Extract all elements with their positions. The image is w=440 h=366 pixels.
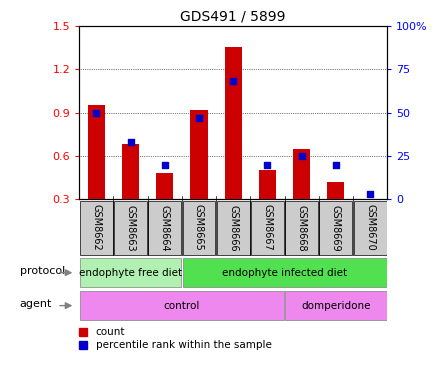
Point [195, 115, 202, 121]
Point [93, 110, 100, 116]
Text: GSM8669: GSM8669 [331, 205, 341, 251]
Text: GSM8665: GSM8665 [194, 205, 204, 251]
Text: GSM8663: GSM8663 [125, 205, 136, 251]
FancyBboxPatch shape [354, 201, 386, 255]
Bar [327, 182, 345, 199]
FancyBboxPatch shape [251, 201, 284, 255]
FancyBboxPatch shape [80, 291, 284, 321]
Text: protocol: protocol [20, 266, 65, 276]
Legend: count, percentile rank within the sample: count, percentile rank within the sample [79, 327, 271, 350]
Title: GDS491 / 5899: GDS491 / 5899 [180, 9, 286, 23]
Point [332, 162, 339, 168]
FancyBboxPatch shape [183, 201, 216, 255]
FancyBboxPatch shape [80, 201, 113, 255]
Text: endophyte free diet: endophyte free diet [79, 268, 182, 278]
Point [264, 162, 271, 168]
Text: GSM8664: GSM8664 [160, 205, 170, 251]
FancyBboxPatch shape [285, 291, 386, 321]
Text: domperidone: domperidone [301, 300, 370, 311]
Bar [88, 105, 105, 199]
Bar [156, 173, 173, 199]
Bar [122, 145, 139, 199]
FancyBboxPatch shape [148, 201, 181, 255]
Point [367, 191, 374, 197]
Text: GSM8668: GSM8668 [297, 205, 307, 251]
Text: agent: agent [20, 299, 52, 309]
FancyBboxPatch shape [183, 258, 386, 288]
FancyBboxPatch shape [285, 201, 318, 255]
Point [230, 78, 237, 84]
FancyBboxPatch shape [319, 201, 352, 255]
Text: GSM8662: GSM8662 [92, 205, 101, 251]
Text: GSM8666: GSM8666 [228, 205, 238, 251]
Text: GSM8667: GSM8667 [262, 205, 272, 251]
Text: control: control [164, 300, 200, 311]
FancyBboxPatch shape [114, 201, 147, 255]
Bar [259, 171, 276, 199]
FancyBboxPatch shape [217, 201, 249, 255]
Bar [191, 110, 208, 199]
FancyBboxPatch shape [80, 258, 181, 288]
Bar [225, 47, 242, 199]
Bar [293, 149, 310, 199]
Point [161, 162, 168, 168]
Text: endophyte infected diet: endophyte infected diet [222, 268, 347, 278]
Text: GSM8670: GSM8670 [365, 205, 375, 251]
Point [127, 139, 134, 145]
Point [298, 153, 305, 159]
